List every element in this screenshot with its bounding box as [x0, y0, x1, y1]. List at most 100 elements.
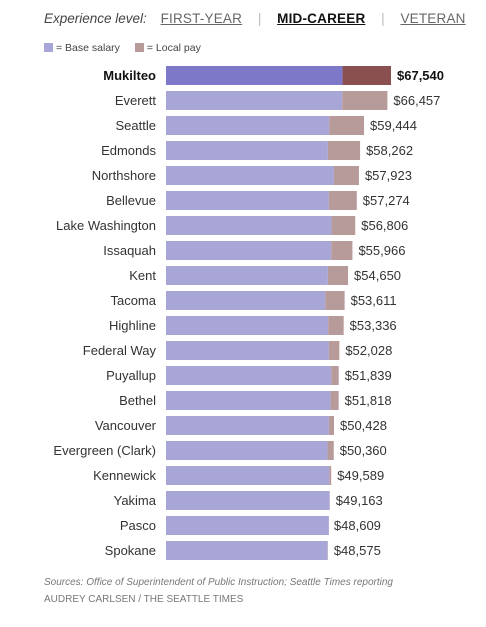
category-label: Spokane	[105, 543, 156, 558]
category-label: Highline	[109, 318, 156, 333]
bar-row: Northshore $57,923	[92, 166, 412, 185]
bar-row: Evergreen (Clark) $50,360	[53, 441, 387, 460]
tab-separator: |	[257, 11, 262, 26]
total-label: $54,650	[354, 268, 401, 283]
bar-local-pay	[328, 341, 340, 360]
bar-base-salary	[166, 541, 328, 560]
total-label: $56,806	[361, 218, 408, 233]
bar-row: Spokane $48,575	[105, 541, 381, 560]
bar-row: Kent $54,650	[129, 266, 401, 285]
bar-base-salary	[166, 391, 331, 410]
bar-local-pay	[333, 166, 359, 185]
total-label: $57,923	[365, 168, 412, 183]
total-label: $50,360	[340, 443, 387, 458]
bar-row: Highline $53,336	[109, 316, 397, 335]
bar-base-salary	[166, 141, 328, 160]
total-label: $66,457	[393, 93, 440, 108]
source-note: Sources: Office of Superintendent of Pub…	[44, 577, 393, 588]
total-label: $49,589	[337, 468, 384, 483]
total-label: $59,444	[370, 118, 417, 133]
credit-line: AUDREY CARLSEN / THE SEATTLE TIMES	[44, 594, 244, 605]
category-label: Everett	[115, 93, 157, 108]
legend-item-base: = Base salary	[44, 42, 123, 54]
tab-first-year[interactable]: FIRST-YEAR	[160, 11, 243, 26]
bar-base-salary	[166, 366, 332, 385]
bar-base-salary	[166, 516, 329, 535]
bar-row: Kennewick $49,589	[93, 466, 384, 485]
category-label: Bethel	[119, 393, 156, 408]
bar-base-salary	[166, 441, 328, 460]
bar-local-pay	[328, 316, 344, 335]
bar-base-salary	[166, 241, 332, 260]
bar-base-salary	[166, 166, 334, 185]
bar-row: Everett $66,457	[115, 91, 440, 110]
bar-row: Edmonds $58,262	[101, 141, 413, 160]
category-label: Tacoma	[110, 293, 156, 308]
bar-base-salary	[166, 66, 343, 85]
bar-row: Pasco $48,609	[120, 516, 381, 535]
experience-level-label: Experience level:	[44, 11, 147, 26]
total-label: $57,274	[363, 193, 410, 208]
legend-swatch-local	[134, 43, 144, 52]
bar-row: Bellevue $57,274	[106, 191, 410, 210]
total-label: $49,163	[336, 493, 383, 508]
bar-local-pay	[325, 291, 345, 310]
legend-item-local: = Local pay	[134, 42, 201, 54]
bar-row: Mukilteo $67,540	[103, 66, 444, 85]
bar-base-salary	[166, 191, 329, 210]
tab-separator: |	[381, 11, 385, 26]
bar-local-pay	[328, 191, 357, 210]
bar-local-pay	[327, 266, 349, 285]
category-label: Yakima	[114, 493, 157, 508]
bar-local-pay	[331, 366, 339, 385]
bar-local-pay	[328, 416, 334, 435]
bar-base-salary	[166, 466, 330, 485]
bar-base-salary	[166, 216, 332, 235]
total-label: $55,966	[358, 243, 405, 258]
total-label: $53,336	[350, 318, 397, 333]
total-label: $50,428	[340, 418, 387, 433]
category-label: Seattle	[116, 118, 156, 133]
legend-label-local: = Local pay	[146, 42, 201, 54]
category-label: Pasco	[120, 518, 156, 533]
bar-row: Seattle $59,444	[116, 116, 417, 135]
category-label: Evergreen (Clark)	[53, 443, 156, 458]
bar-row: Tacoma $53,611	[110, 291, 397, 310]
legend-swatch-base	[44, 43, 53, 52]
category-label: Federal Way	[83, 343, 157, 358]
bar-local-pay	[327, 141, 361, 160]
legend: = Base salary = Local pay	[44, 42, 213, 54]
bar-local-pay	[342, 66, 391, 85]
bar-row: Puyallup $51,839	[106, 366, 392, 385]
bar-local-pay	[331, 216, 356, 235]
bar-local-pay	[327, 441, 334, 460]
tab-veteran[interactable]: VETERAN	[400, 11, 466, 26]
bar-row: Yakima $49,163	[114, 491, 383, 510]
category-label: Puyallup	[106, 368, 156, 383]
category-label: Lake Washington	[56, 218, 156, 233]
total-label: $48,575	[334, 543, 381, 558]
category-label: Issaquah	[103, 243, 156, 258]
category-label: Kent	[129, 268, 156, 283]
total-label: $53,611	[351, 293, 397, 308]
total-label: $51,818	[345, 393, 392, 408]
tab-mid-career[interactable]: MID-CAREER	[277, 11, 366, 26]
total-label: $52,028	[345, 343, 392, 358]
bar-base-salary	[166, 341, 329, 360]
bar-local-pay	[329, 466, 332, 485]
bar-base-salary	[166, 116, 330, 135]
bar-local-pay	[329, 116, 365, 135]
bar-row: Federal Way $52,028	[83, 341, 392, 360]
bar-base-salary	[166, 266, 328, 285]
bar-row: Vancouver $50,428	[95, 416, 387, 435]
category-label: Kennewick	[93, 468, 156, 483]
bar-local-pay	[331, 241, 353, 260]
bar-row: Bethel $51,818	[119, 391, 392, 410]
bar-local-pay	[342, 91, 388, 110]
category-label: Mukilteo	[103, 68, 156, 83]
total-label: $51,839	[345, 368, 392, 383]
bar-base-salary	[166, 291, 326, 310]
bar-local-pay	[330, 391, 339, 410]
total-label: $67,540	[397, 68, 444, 83]
bar-base-salary	[166, 316, 329, 335]
